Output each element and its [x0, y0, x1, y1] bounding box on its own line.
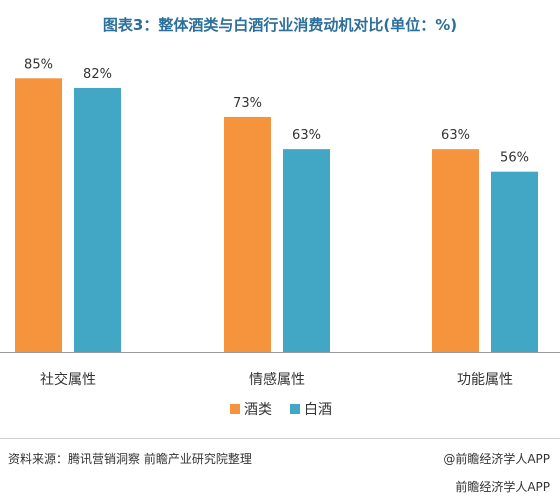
category-label: 社交属性 [40, 371, 96, 388]
chart-title: 图表3：整体酒类与白酒行业消费动机对比(单位：%) [102, 16, 458, 34]
category-label: 功能属性 [457, 372, 513, 388]
legend-label: 酒类 [244, 402, 272, 418]
data-label: 73% [233, 96, 262, 111]
legend-swatch [290, 404, 300, 414]
bar-baijiu-3 [491, 171, 538, 352]
app-badge: 前瞻经济学人APP [455, 480, 550, 494]
legend-label: 白酒 [304, 402, 332, 418]
credit-note: @前瞻经济学人APP [443, 452, 550, 466]
bar-jiulei-2 [224, 116, 271, 352]
data-label: 56% [500, 151, 529, 166]
data-label: 82% [83, 67, 112, 82]
bar-baijiu-2 [283, 149, 330, 352]
bar-jiulei-1 [15, 78, 62, 353]
data-label: 63% [292, 128, 321, 143]
footer-divider [0, 438, 560, 439]
data-label: 85% [24, 57, 53, 72]
legend-swatch [230, 404, 240, 414]
category-label: 情感属性 [249, 371, 305, 388]
bar-jiulei-3 [432, 149, 479, 352]
bar-baijiu-1 [74, 87, 121, 353]
source-note: 资料来源：腾讯营销洞察 前瞻产业研究院整理 [8, 452, 252, 466]
data-label: 63% [441, 128, 470, 143]
